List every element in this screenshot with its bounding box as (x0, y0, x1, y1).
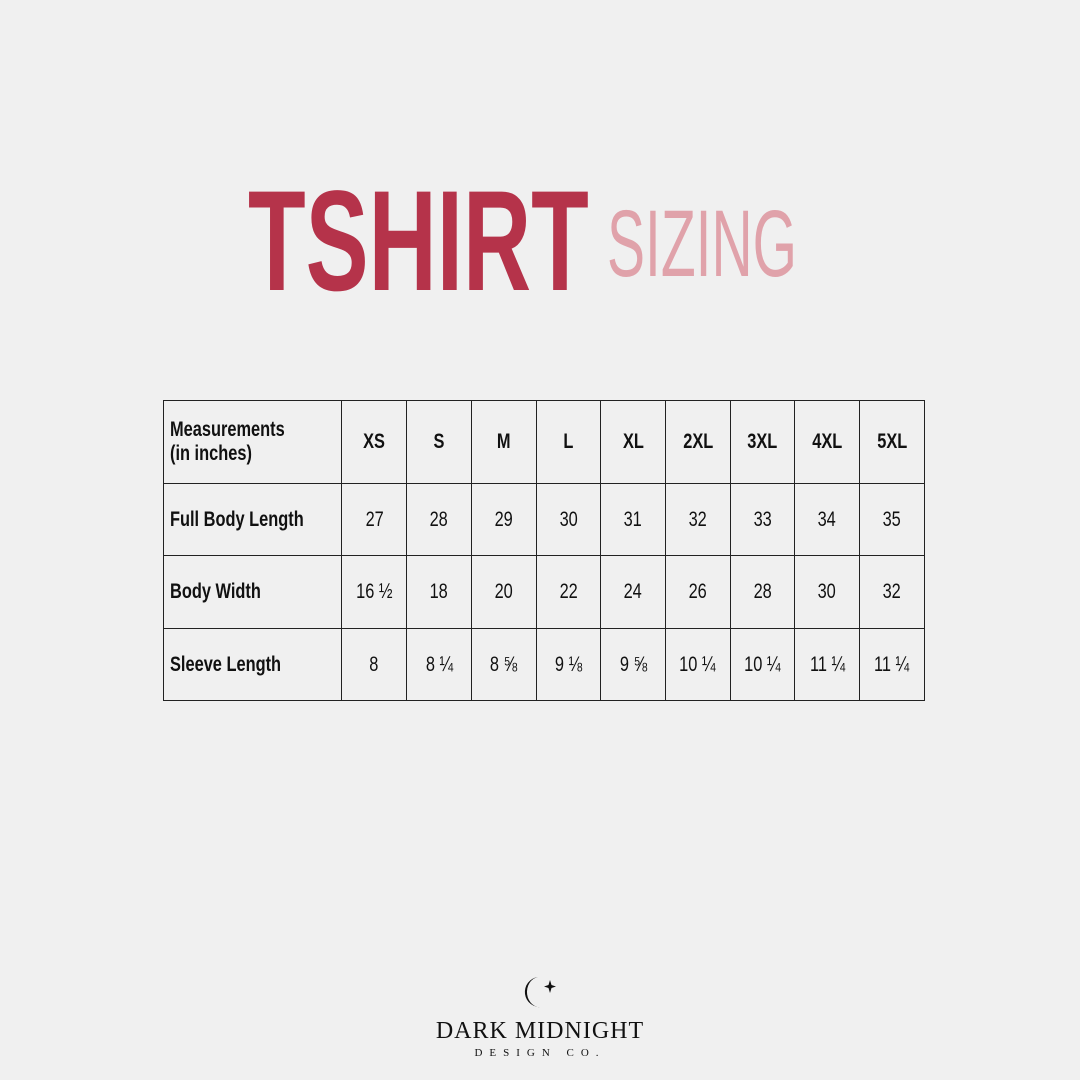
cell-text: 8 ⅝ (490, 652, 518, 676)
cell-text: 5XL (876, 430, 907, 453)
table-cell: 28 (729, 555, 796, 629)
size-header: M (470, 400, 537, 484)
cell-text: 32 (688, 507, 707, 531)
table-cell: 32 (664, 483, 731, 556)
table-cell: 9 ⅝ (600, 628, 666, 701)
row-label: Full Body Length (162, 483, 343, 556)
cell-text: 10 ¼ (679, 652, 716, 676)
cell-text: 8 (369, 652, 379, 676)
table-cell: 28 (406, 483, 472, 556)
table-cell: 33 (729, 483, 796, 556)
cell-text: XS (363, 430, 386, 453)
row-label: Sleeve Length (162, 628, 343, 701)
table-cell: 8 (341, 628, 408, 701)
cell-text: XL (622, 430, 644, 453)
cell-text: 22 (559, 580, 578, 603)
cell-text: 8 ¼ (425, 652, 453, 676)
table-row: Sleeve Length 8 8 ¼ 8 ⅝ 9 ⅛ 9 ⅝ 10 ¼ 10 … (162, 628, 925, 701)
cell-text: 4XL (812, 430, 843, 453)
table-cell: 8 ¼ (406, 628, 472, 701)
table-cell: 10 ¼ (729, 628, 796, 701)
cell-text: 30 (559, 507, 578, 531)
table-cell: 32 (858, 555, 925, 629)
cell-text: Full Body Length (170, 507, 304, 531)
cell-text: 20 (494, 580, 513, 603)
cell-text: 11 ¼ (809, 652, 845, 676)
cell-text: 28 (429, 507, 449, 531)
brand-logo: DARK MIDNIGHT DESIGN CO. (0, 975, 1080, 1059)
row-label: Body Width (162, 555, 343, 629)
table-row: Full Body Length 27 28 29 30 31 32 33 34… (162, 483, 925, 556)
size-chart-table: Measurements (in inches) XS S M L XL 2XL … (162, 400, 925, 701)
cell-text: M (496, 430, 511, 453)
size-header: L (535, 400, 602, 484)
cell-text: 16 ½ (356, 580, 393, 603)
cell-text: 27 (365, 507, 384, 531)
size-header: 5XL (858, 400, 925, 484)
cell-text: 33 (753, 507, 772, 531)
page-title: TSHIRT SIZING (0, 162, 1080, 321)
size-header: S (406, 400, 472, 484)
table-cell: 31 (600, 483, 666, 556)
table-cell: 8 ⅝ (470, 628, 537, 701)
cell-text: Body Width (170, 580, 261, 603)
size-header: XL (600, 400, 666, 484)
cell-text: 34 (818, 507, 837, 531)
table-cell: 24 (600, 555, 666, 629)
table-header-row: Measurements (in inches) XS S M L XL 2XL … (162, 400, 925, 484)
table-cell: 29 (470, 483, 537, 556)
table-cell: 11 ¼ (794, 628, 860, 701)
cell-text: 10 ¼ (744, 652, 781, 676)
cell-text: 28 (753, 580, 772, 603)
cell-text: 31 (623, 507, 643, 531)
table-cell: 20 (470, 555, 537, 629)
cell-text: 32 (882, 580, 901, 603)
table-cell: 27 (341, 483, 408, 556)
header-label-line1: Measurements (170, 418, 285, 441)
title-secondary: SIZING (607, 191, 798, 297)
cell-text: 9 ⅛ (554, 652, 583, 676)
table-cell: 34 (794, 483, 860, 556)
size-header: 4XL (794, 400, 860, 484)
header-label-line2: (in inches) (170, 442, 252, 465)
table-cell: 30 (535, 483, 602, 556)
cell-text: 9 ⅝ (619, 652, 647, 676)
table-cell: 26 (664, 555, 731, 629)
table-cell: 35 (858, 483, 925, 556)
cell-text: 3XL (747, 430, 778, 453)
cell-text: 11 ¼ (874, 652, 910, 676)
table-cell: 9 ⅛ (535, 628, 602, 701)
cell-text: 30 (818, 580, 837, 603)
cell-text: 29 (494, 507, 513, 531)
size-header: 2XL (664, 400, 731, 484)
table-cell: 22 (535, 555, 602, 629)
cell-text: Sleeve Length (170, 652, 282, 676)
brand-subtitle: DESIGN CO. (474, 1047, 606, 1059)
measurements-header: Measurements (in inches) (162, 400, 343, 484)
table-cell: 18 (406, 555, 472, 629)
cell-text: L (563, 430, 574, 453)
cell-text: S (433, 430, 445, 453)
cell-text: 24 (623, 580, 643, 603)
moon-star-icon (524, 977, 556, 1008)
table-cell: 16 ½ (341, 555, 408, 629)
cell-text: 26 (688, 580, 707, 603)
cell-text: 2XL (682, 430, 713, 453)
table-row: Body Width 16 ½ 18 20 22 24 26 28 30 32 (162, 555, 925, 629)
size-header: XS (341, 400, 408, 484)
size-header: 3XL (729, 400, 796, 484)
table-cell: 30 (794, 555, 860, 629)
title-main: TSHIRT (248, 162, 589, 321)
cell-text: 18 (429, 580, 449, 603)
cell-text: 35 (882, 507, 901, 531)
table-cell: 10 ¼ (664, 628, 731, 701)
brand-name: DARK MIDNIGHT (435, 1018, 645, 1044)
table-cell: 11 ¼ (858, 628, 925, 701)
